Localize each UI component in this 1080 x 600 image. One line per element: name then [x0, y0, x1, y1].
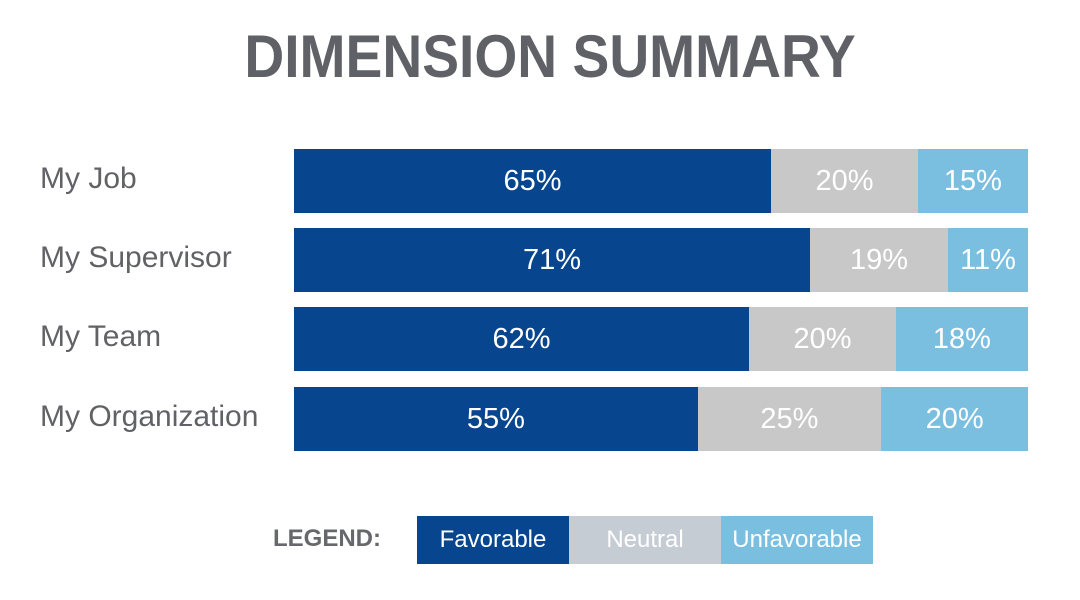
data-label: 11% — [960, 243, 1016, 276]
chart-title: DIMENSION SUMMARY — [244, 23, 856, 90]
bar-segment-favorable: 71% — [294, 228, 810, 292]
data-label: 20% — [925, 402, 984, 435]
category-label: My Team — [40, 320, 162, 353]
data-label: 25% — [760, 402, 819, 435]
stacked-bar: 62% 20% 18% — [294, 307, 1028, 371]
category-label: My Organization — [40, 400, 259, 433]
stacked-bar: 71% 19% 11% — [294, 228, 1028, 292]
bar-segment-neutral: 20% — [771, 149, 918, 213]
bar-segment-favorable: 62% — [294, 307, 750, 371]
legend-item-unfavorable: Unfavorable — [721, 516, 873, 564]
bar-segment-favorable: 65% — [294, 149, 772, 213]
stacked-bar: 55% 25% 20% — [294, 387, 1028, 451]
category-label: My Job — [40, 162, 137, 195]
bar-segment-unfavorable: 11% — [948, 228, 1028, 292]
legend-item-favorable: Favorable — [417, 516, 569, 564]
bar-segment-favorable: 55% — [294, 387, 698, 451]
data-label: 19% — [850, 243, 909, 276]
data-label: 65% — [503, 164, 562, 197]
data-label: 62% — [492, 322, 551, 355]
bar-segment-unfavorable: 18% — [895, 307, 1028, 371]
data-label: 18% — [932, 322, 991, 355]
data-label: 15% — [943, 164, 1002, 197]
legend-label: LEGEND: — [273, 525, 381, 552]
bar-segment-neutral: 20% — [749, 307, 896, 371]
data-label: 20% — [793, 322, 852, 355]
category-label: My Supervisor — [40, 241, 232, 274]
bar-segment-unfavorable: 20% — [881, 387, 1028, 451]
data-label: 20% — [815, 164, 874, 197]
bar-segment-neutral: 25% — [697, 387, 882, 451]
data-label: 55% — [466, 402, 525, 435]
data-label: 71% — [522, 243, 582, 276]
bar-segment-neutral: 19% — [809, 228, 949, 292]
stacked-bar: 65% 20% 15% — [294, 149, 1028, 213]
bar-segment-unfavorable: 15% — [917, 149, 1028, 213]
legend-item-neutral: Neutral — [569, 516, 721, 564]
legend: Favorable Neutral Unfavorable — [417, 516, 873, 564]
